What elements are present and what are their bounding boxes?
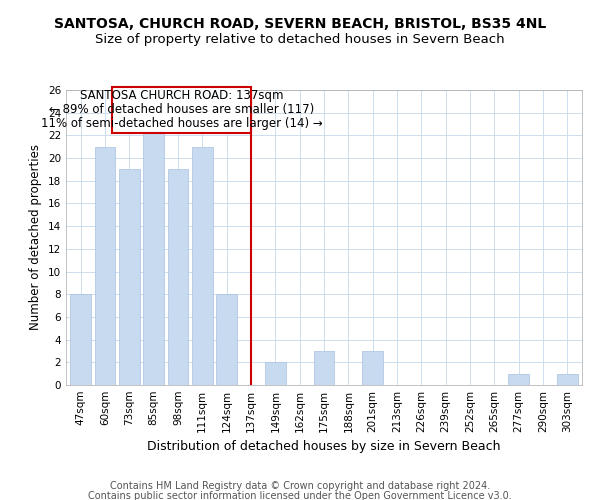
- Y-axis label: Number of detached properties: Number of detached properties: [29, 144, 43, 330]
- Bar: [70, 294, 91, 385]
- Bar: [314, 351, 334, 385]
- Bar: [119, 170, 140, 385]
- Text: SANTOSA, CHURCH ROAD, SEVERN BEACH, BRISTOL, BS35 4NL: SANTOSA, CHURCH ROAD, SEVERN BEACH, BRIS…: [54, 18, 546, 32]
- Bar: [265, 362, 286, 385]
- Bar: [216, 294, 237, 385]
- Bar: [192, 146, 212, 385]
- Bar: [557, 374, 578, 385]
- Text: SANTOSA CHURCH ROAD: 137sqm: SANTOSA CHURCH ROAD: 137sqm: [80, 90, 283, 102]
- Text: ← 89% of detached houses are smaller (117): ← 89% of detached houses are smaller (11…: [49, 103, 314, 116]
- Text: Contains HM Land Registry data © Crown copyright and database right 2024.: Contains HM Land Registry data © Crown c…: [110, 481, 490, 491]
- Text: Contains public sector information licensed under the Open Government Licence v3: Contains public sector information licen…: [88, 491, 512, 500]
- Bar: [143, 124, 164, 385]
- Bar: [167, 170, 188, 385]
- Text: 11% of semi-detached houses are larger (14) →: 11% of semi-detached houses are larger (…: [41, 116, 322, 130]
- Bar: [95, 146, 115, 385]
- Bar: [362, 351, 383, 385]
- Bar: [508, 374, 529, 385]
- Bar: [112, 86, 251, 133]
- X-axis label: Distribution of detached houses by size in Severn Beach: Distribution of detached houses by size …: [147, 440, 501, 454]
- Text: Size of property relative to detached houses in Severn Beach: Size of property relative to detached ho…: [95, 32, 505, 46]
